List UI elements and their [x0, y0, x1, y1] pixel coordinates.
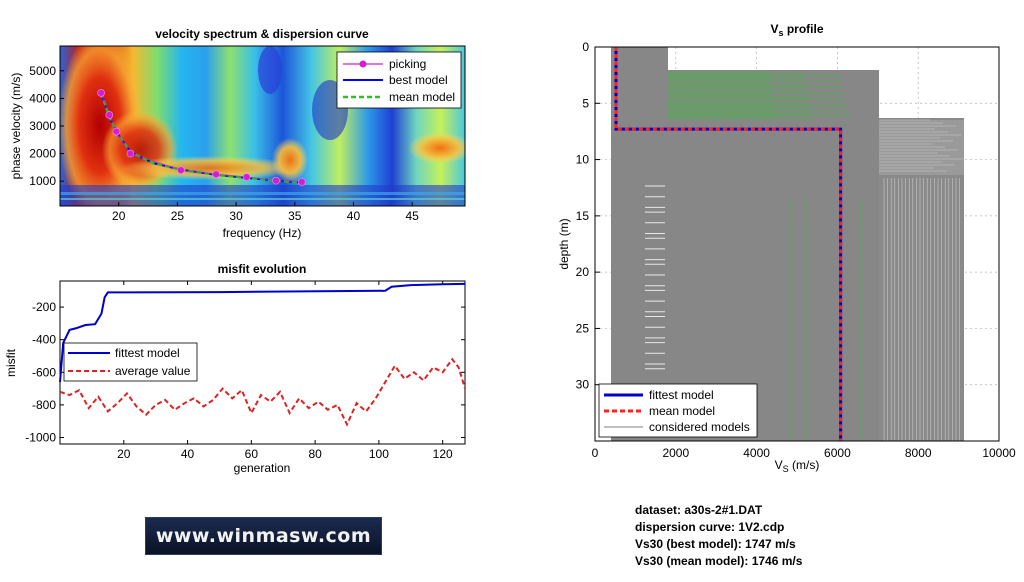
- picking-point: [242, 173, 251, 181]
- velocity-spectrum-ylabel: phase velocity (m/s): [9, 73, 23, 180]
- misfit-series: [59, 282, 466, 427]
- legend-picking-marker: [359, 60, 367, 68]
- vs-profile-legend: fittest model mean model considered mode…: [598, 383, 758, 438]
- vel-xtick-label: 30: [229, 209, 243, 223]
- misfit-ytick-label: -600: [32, 365, 56, 379]
- legend-mean-model: mean model: [389, 90, 455, 104]
- misfit-xtick-label: 80: [308, 447, 322, 461]
- vel-xtick-label: 20: [112, 209, 126, 223]
- misfit-title: misfit evolution: [218, 262, 307, 276]
- misfit-ytick-label: -800: [32, 398, 56, 412]
- misfit-xtick-label: 40: [181, 447, 195, 461]
- legend-vs-considered-models: considered models: [649, 420, 750, 434]
- velocity-spectrum-panel: velocity spectrum & dispersion curve 20 2…: [9, 27, 466, 240]
- picking-point: [177, 166, 185, 174]
- vs-ytick-label: 30: [576, 378, 590, 392]
- velocity-spectrum-series: [97, 89, 306, 186]
- vs-profile-axes-box: [594, 46, 1000, 442]
- vs-profile-series: [614, 47, 843, 441]
- picking-point: [212, 170, 220, 179]
- picking-point: [272, 176, 280, 185]
- vel-ytick-label: 1000: [29, 174, 56, 188]
- vs-mean-model-curve: [614, 47, 843, 441]
- vs-xtick-label: 2000: [662, 446, 689, 460]
- misfit-xtick-label: 60: [245, 447, 259, 461]
- misfit-xtick-label: 100: [369, 447, 389, 461]
- legend-average-value: average value: [115, 364, 191, 378]
- picking-point: [97, 89, 105, 97]
- picking-point: [112, 127, 121, 136]
- misfit-ytick-label: -1000: [25, 430, 56, 444]
- velocity-spectrum-ticks: 20 25 30 35 40 45 1000 2000 3000 4000 5000: [29, 64, 419, 223]
- misfit-ticks: 20 40 60 80 100 120 -200 -400 -600 -800 -1000: [25, 281, 465, 461]
- legend-fittest-model: fittest model: [115, 346, 180, 360]
- considered-models-cloud: [611, 47, 964, 441]
- misfit-panel: misfit evolution 20 40 60 80 100 120 -200 -400 -…: [4, 262, 466, 475]
- picking-point: [126, 149, 135, 158]
- velocity-spectrum-legend: picking best model mean model: [336, 51, 462, 109]
- vs-ytick-label: 5: [582, 96, 589, 110]
- vs-ytick-label: 0: [582, 40, 589, 54]
- vel-ytick-label: 2000: [29, 147, 56, 161]
- vs-profile-ticks: 0 2000 4000 6000 8000 10000 0 5 10 15 20 25 30: [576, 40, 1016, 460]
- vel-xtick-label: 45: [405, 209, 419, 223]
- legend-vs-fittest-model: fittest model: [649, 388, 714, 402]
- misfit-xlabel: generation: [234, 461, 291, 475]
- vs-ytick-label: 20: [576, 265, 590, 279]
- logo-text: www.winmasw.com: [155, 525, 372, 547]
- info-dataset: dataset: a30s-2#1.DAT: [635, 503, 763, 517]
- legend-best-model: best model: [389, 73, 448, 87]
- vel-xtick-label: 35: [288, 209, 302, 223]
- vs-xtick-label: 6000: [824, 446, 851, 460]
- vs-profile-panel: Vs profile 0 2000 4000 6000 8000 10000 0 5 10 15 2…: [557, 22, 1016, 474]
- vs-xtick-label: 4000: [743, 446, 770, 460]
- vs-profile-title: Vs profile: [770, 22, 823, 38]
- vs-xtick-label: 0: [592, 446, 599, 460]
- vel-ytick-label: 5000: [29, 64, 56, 78]
- vel-ytick-label: 3000: [29, 119, 56, 133]
- legend-picking: picking: [389, 57, 426, 71]
- vs-ytick-label: 25: [576, 321, 590, 335]
- vs-profile-xlabel: VS (m/s): [775, 458, 820, 474]
- vs-profile-ylabel: depth (m): [557, 218, 571, 269]
- misfit-xtick-label: 120: [433, 447, 453, 461]
- velocity-spectrum-xlabel: frequency (Hz): [223, 226, 302, 240]
- misfit-legend: fittest model average value: [63, 342, 198, 382]
- vel-xtick-label: 40: [347, 209, 361, 223]
- vs-ytick-label: 10: [576, 153, 590, 167]
- misfit-ylabel: misfit: [4, 348, 18, 377]
- info-vs30-best: Vs30 (best model): 1747 m/s: [635, 537, 796, 551]
- vel-ytick-label: 4000: [29, 91, 56, 105]
- misfit-ytick-label: -200: [32, 300, 56, 314]
- vs-xtick-label: 10000: [982, 446, 1016, 460]
- legend-vs-mean-model: mean model: [649, 404, 715, 418]
- fittest-model-curve: [59, 282, 466, 383]
- misfit-xtick-label: 20: [117, 447, 131, 461]
- picking-point: [105, 111, 114, 119]
- vs-ytick-label: 15: [576, 209, 590, 223]
- winmasw-logo: www.winmasw.com: [145, 517, 382, 555]
- results-info: dataset: a30s-2#1.DAT dispersion curve: …: [635, 502, 802, 570]
- picking-point: [298, 178, 306, 186]
- vel-xtick-label: 25: [171, 209, 185, 223]
- info-vs30-mean: Vs30 (mean model): 1746 m/s: [635, 554, 803, 568]
- average-value-curve: [59, 357, 466, 427]
- misfit-ytick-label: -400: [32, 333, 56, 347]
- vs-xtick-label: 8000: [905, 446, 932, 460]
- info-dispersion-curve: dispersion curve: 1V2.cdp: [635, 520, 785, 534]
- velocity-spectrum-title: velocity spectrum & dispersion curve: [155, 27, 369, 41]
